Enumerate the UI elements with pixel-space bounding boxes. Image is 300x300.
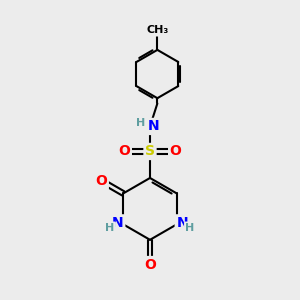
Text: N: N <box>112 216 124 230</box>
Text: O: O <box>95 174 107 188</box>
Text: O: O <box>144 257 156 272</box>
Text: H: H <box>185 223 195 233</box>
Text: CH₃: CH₃ <box>146 25 169 35</box>
Text: S: S <box>145 145 155 158</box>
Text: N: N <box>176 216 188 230</box>
Text: O: O <box>170 145 182 158</box>
Text: N: N <box>148 119 159 134</box>
Text: H: H <box>136 118 145 128</box>
Text: H: H <box>105 223 115 233</box>
Text: O: O <box>118 145 130 158</box>
